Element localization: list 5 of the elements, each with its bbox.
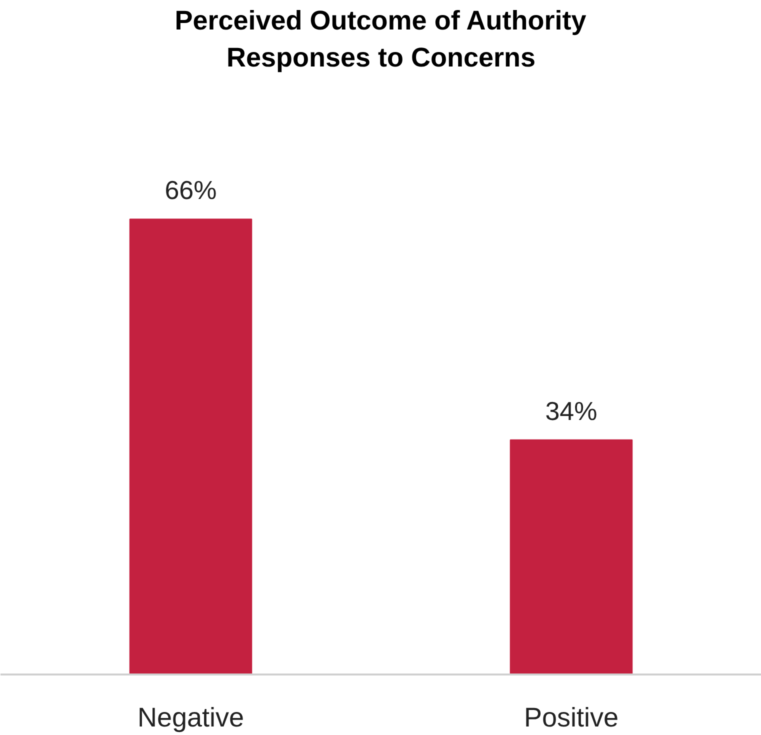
chart-title: Perceived Outcome of Authority Responses to Concerns: [174, 5, 586, 72]
x-tick-label: Negative: [137, 702, 244, 732]
data-label: 34%: [545, 396, 598, 426]
x-tick-label: Positive: [524, 702, 619, 732]
data-label: 66%: [164, 175, 217, 206]
